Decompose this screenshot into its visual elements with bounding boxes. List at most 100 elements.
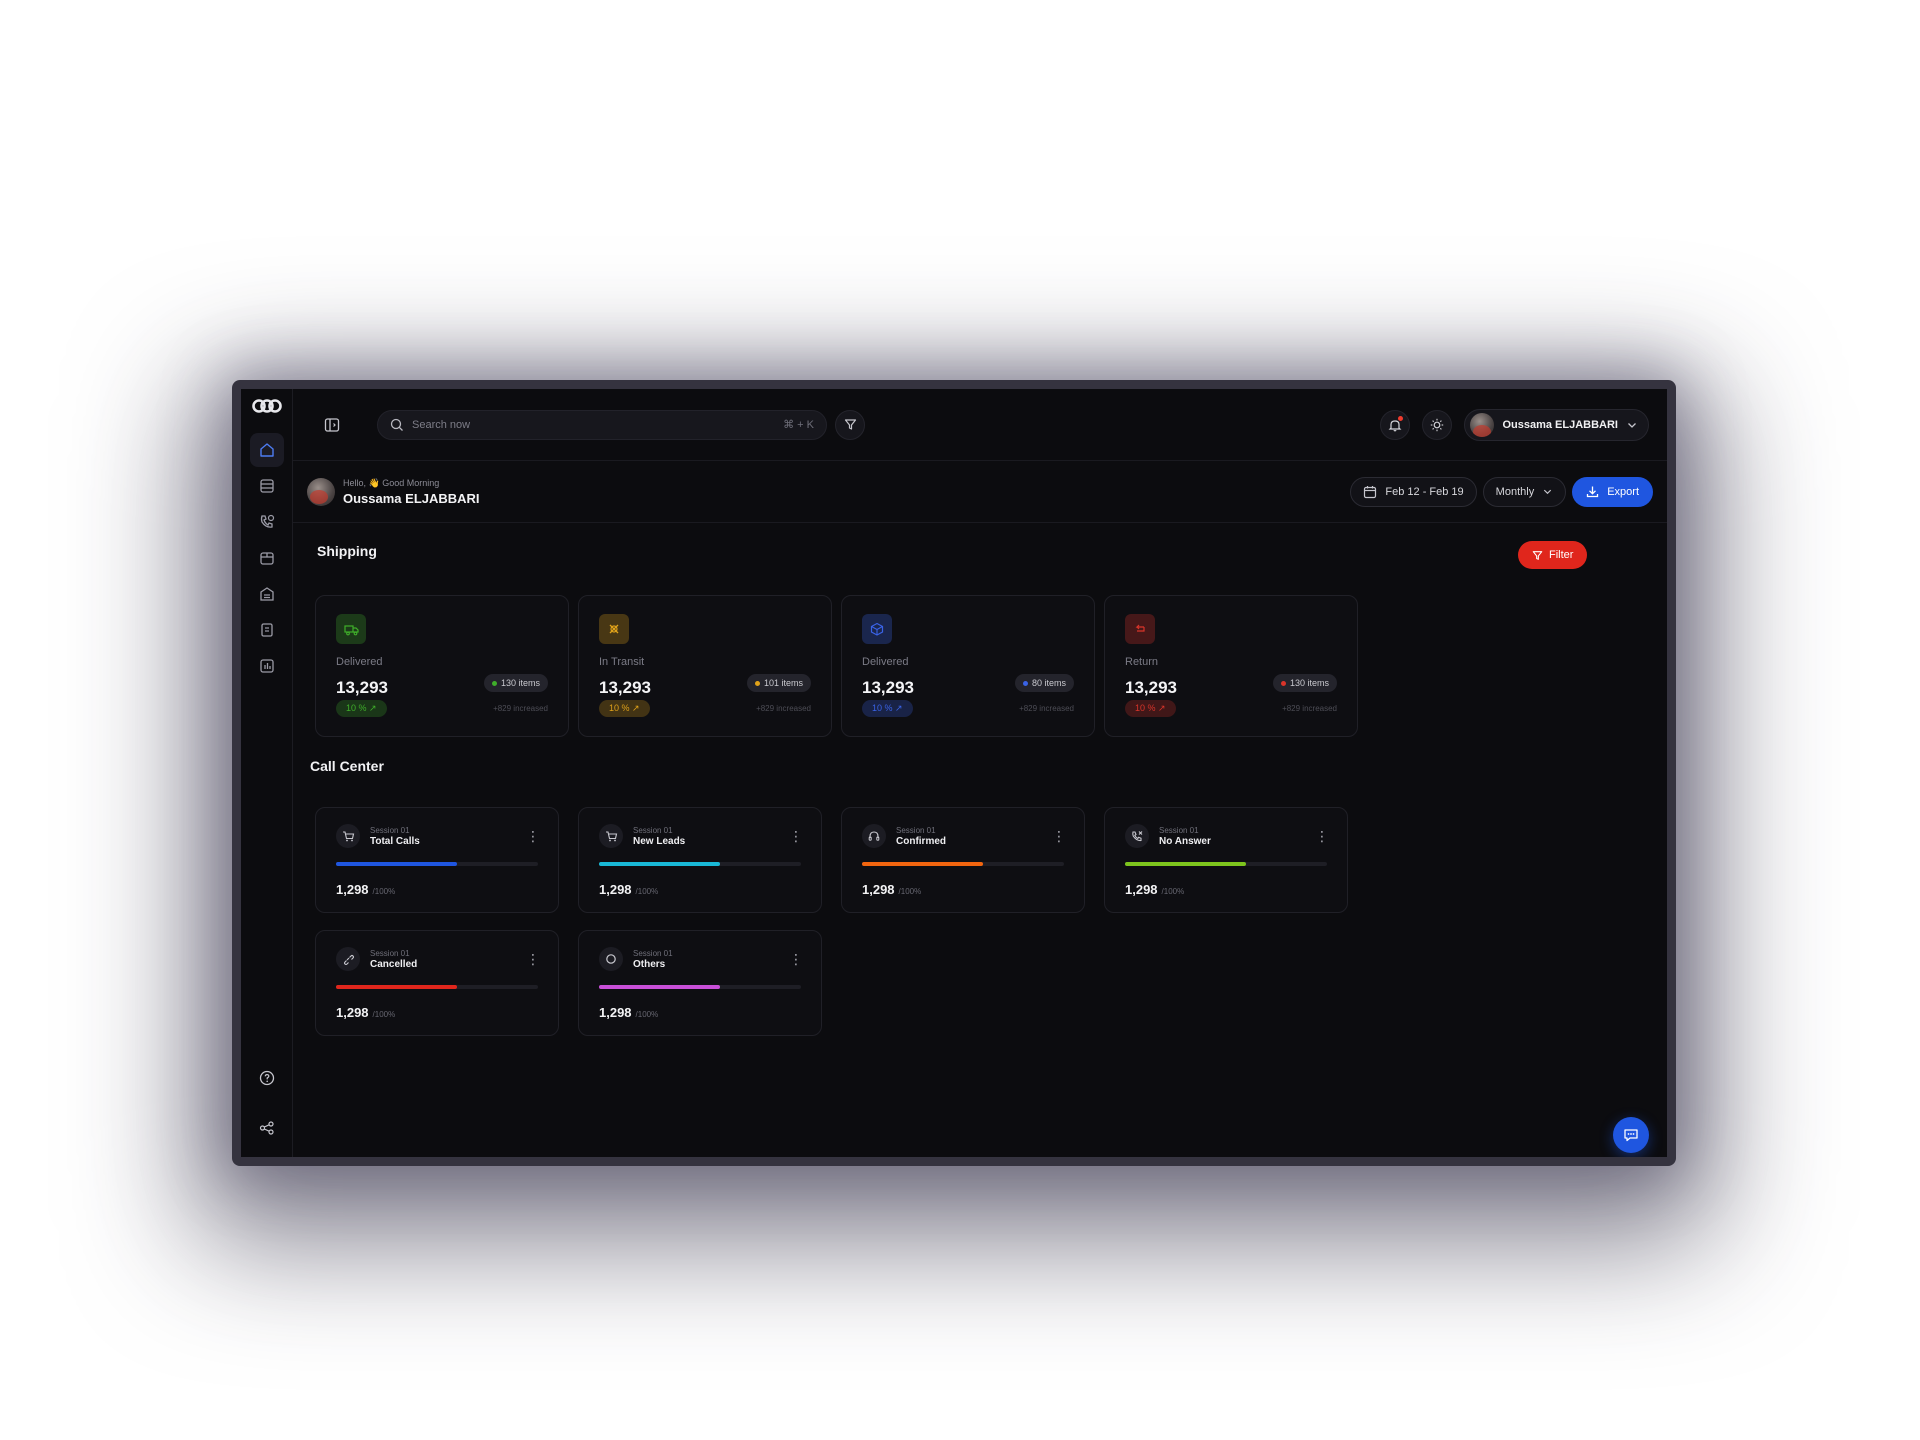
call-value-number: 1,298	[599, 1005, 632, 1020]
progress-track	[1125, 862, 1327, 866]
call-value-suffix: /100%	[372, 887, 396, 896]
progress-track	[336, 862, 538, 866]
call-value: 1,298/100%	[862, 882, 1064, 897]
sidebar-item-analytics[interactable]	[250, 649, 284, 683]
panel-toggle-icon	[324, 417, 340, 432]
shipping-card[interactable]: Delivered 13,293 80 items 10 % ↗ +829 increa…	[841, 595, 1095, 737]
period-label: Monthly	[1495, 485, 1535, 498]
chart-icon	[259, 659, 274, 673]
call-session: Session 01	[370, 948, 410, 958]
topbar: ⌘ + K Oussama ELJABBARI	[293, 389, 1667, 461]
database-icon	[259, 479, 274, 493]
progress-track	[599, 985, 801, 989]
avatar	[1470, 412, 1495, 437]
chat-button[interactable]	[1613, 1117, 1649, 1153]
bell-icon	[1389, 419, 1402, 431]
cart-icon	[606, 831, 618, 842]
items-count: 101 items	[763, 678, 803, 688]
search-bar[interactable]: ⌘ + K	[377, 409, 827, 440]
more-options-icon[interactable]: ⋮	[789, 828, 803, 844]
user-name: Oussama ELJABBARI	[1502, 418, 1618, 431]
shipping-card[interactable]: Delivered 13,293 130 items 10 % ↗ +829 incre…	[315, 595, 569, 737]
items-count: 130 items	[1289, 678, 1329, 688]
call-value: 1,298/100%	[599, 882, 801, 897]
cart-icon	[343, 831, 355, 842]
transit-icon	[609, 624, 619, 634]
headset-icon	[868, 831, 880, 841]
call-card-icon	[336, 947, 360, 971]
search-filter-button[interactable]	[835, 409, 865, 440]
chevron-down-icon	[1544, 489, 1552, 495]
call-value-suffix: /100%	[635, 887, 659, 896]
sidebar-item-warehouse[interactable]	[250, 577, 284, 611]
date-range-label: Feb 12 - Feb 19	[1385, 485, 1464, 498]
filter-icon	[844, 419, 856, 430]
shipping-card-value: 13,293	[862, 678, 914, 697]
call-card[interactable]: Session 01 Confirmed ⋮ 1,298/100%	[841, 807, 1085, 913]
more-options-icon[interactable]: ⋮	[526, 951, 540, 967]
call-value-suffix: /100%	[635, 1010, 659, 1019]
call-card-icon	[862, 824, 886, 848]
progress-track	[862, 862, 1064, 866]
sidebar-toggle-button[interactable]	[317, 410, 347, 440]
date-range-button[interactable]: Feb 12 - Feb 19	[1350, 476, 1477, 507]
filter-button[interactable]: Filter	[1518, 541, 1588, 569]
theme-toggle-button[interactable]	[1422, 409, 1453, 440]
sidebar-item-invoices[interactable]	[250, 613, 284, 647]
period-select[interactable]: Monthly	[1482, 476, 1567, 507]
items-count: 130 items	[500, 678, 540, 688]
shipping-card[interactable]: Return 13,293 130 items 10 % ↗ +829 increase…	[1104, 595, 1358, 737]
more-options-icon[interactable]: ⋮	[1315, 828, 1329, 844]
sun-icon	[1431, 418, 1444, 431]
help-button[interactable]	[250, 1061, 284, 1095]
call-card[interactable]: Session 01 No Answer ⋮ 1,298/100%	[1104, 807, 1348, 913]
chat-icon	[1624, 1129, 1638, 1142]
more-options-icon[interactable]: ⋮	[1052, 828, 1066, 844]
call-value: 1,298/100%	[336, 1005, 538, 1020]
call-card[interactable]: Session 01 Others ⋮ 1,298/100%	[578, 930, 822, 1036]
search-icon	[390, 418, 403, 431]
circle-icon	[606, 954, 616, 964]
export-button[interactable]: Export	[1572, 476, 1653, 507]
share-button[interactable]	[250, 1111, 284, 1145]
status-dot	[1022, 680, 1028, 686]
share-icon	[259, 1121, 274, 1135]
greeting-avatar	[307, 477, 335, 506]
main-content: ⌘ + K Oussama ELJABBARI	[293, 389, 1667, 1157]
progress-track	[336, 985, 538, 989]
sidebar-item-home[interactable]	[249, 433, 284, 467]
more-options-icon[interactable]: ⋮	[526, 828, 540, 844]
greeting-text: Hello, 👋 Good Morning	[343, 477, 440, 488]
phone-call-icon	[260, 514, 274, 528]
search-shortcut: ⌘ + K	[783, 419, 814, 431]
call-value-number: 1,298	[1125, 882, 1158, 897]
search-input[interactable]	[412, 418, 776, 431]
progress-track	[599, 862, 801, 866]
sidebar-item-database[interactable]	[250, 469, 284, 503]
user-menu[interactable]: Oussama ELJABBARI	[1464, 408, 1649, 441]
call-card[interactable]: Session 01 Total Calls ⋮ 1,298/100%	[315, 807, 559, 913]
items-count: 80 items	[1031, 678, 1066, 688]
home-icon	[259, 443, 274, 457]
call-value-number: 1,298	[336, 882, 369, 897]
invoice-icon	[260, 623, 273, 637]
call-session: Session 01	[633, 825, 673, 835]
percent-badge: 10 % ↗	[336, 700, 387, 717]
status-dot	[754, 680, 760, 686]
call-card[interactable]: Session 01 Cancelled ⋮ 1,298/100%	[315, 930, 559, 1036]
notifications-button[interactable]	[1380, 409, 1411, 440]
call-card-header: Session 01 No Answer ⋮	[1125, 824, 1329, 848]
greeting-name: Oussama ELJABBARI	[343, 490, 480, 506]
increase-text: +829 increased	[493, 704, 548, 713]
items-badge: 101 items	[746, 674, 811, 692]
call-name: Cancelled	[370, 958, 418, 970]
notification-badge	[1398, 415, 1404, 421]
shipping-card-value: 13,293	[599, 678, 651, 697]
sidebar-item-orders[interactable]	[250, 541, 284, 575]
more-options-icon[interactable]: ⋮	[789, 951, 803, 967]
shipping-card[interactable]: In Transit 13,293 101 items 10 % ↗ +829 incr…	[578, 595, 832, 737]
sidebar-item-calls[interactable]	[250, 505, 284, 539]
call-card[interactable]: Session 01 New Leads ⋮ 1,298/100%	[578, 807, 822, 913]
export-label: Export	[1607, 485, 1639, 498]
package-icon	[259, 552, 274, 565]
